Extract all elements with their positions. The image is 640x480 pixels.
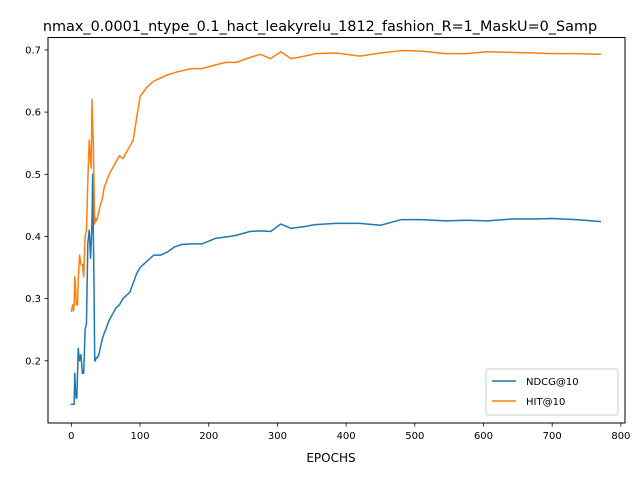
x-tick-label: 100 bbox=[130, 431, 149, 442]
y-tick-label: 0.7 bbox=[25, 45, 41, 56]
x-tick-label: 600 bbox=[474, 431, 493, 442]
y-tick-label: 0.2 bbox=[25, 356, 41, 367]
y-tick-label: 0.3 bbox=[25, 294, 41, 305]
plot-area bbox=[70, 49, 602, 406]
y-tick-label: 0.4 bbox=[25, 232, 41, 243]
x-tick-label: 300 bbox=[268, 431, 287, 442]
series-line-ndcg-10 bbox=[70, 173, 602, 406]
series-layer bbox=[70, 49, 602, 406]
chart-title: nmax_0.0001_ntype_0.1_hact_leakyrelu_181… bbox=[43, 19, 597, 35]
legend-label: HIT@10 bbox=[526, 397, 565, 408]
y-tick-label: 0.5 bbox=[25, 170, 41, 181]
x-tick-label: 0 bbox=[68, 431, 74, 442]
y-tick-label: 0.6 bbox=[25, 108, 41, 119]
x-tick-label: 700 bbox=[543, 431, 562, 442]
legend-label: NDCG@10 bbox=[526, 377, 579, 388]
x-tick-label: 800 bbox=[611, 431, 630, 442]
legend-box bbox=[485, 368, 619, 416]
y-axis: 0.2 0.3 0.4 0.5 0.6 0.7 bbox=[25, 45, 48, 367]
x-axis-label: EPOCHS bbox=[306, 451, 355, 465]
x-tick-label: 500 bbox=[405, 431, 424, 442]
x-tick-label: 400 bbox=[337, 431, 356, 442]
x-axis: 0 100 200 300 400 500 600 700 800 bbox=[68, 423, 630, 442]
series-line-hit-10 bbox=[70, 49, 602, 312]
legend: NDCG@10 HIT@10 bbox=[485, 368, 619, 416]
x-tick-label: 200 bbox=[199, 431, 218, 442]
plot-frame bbox=[47, 37, 626, 424]
